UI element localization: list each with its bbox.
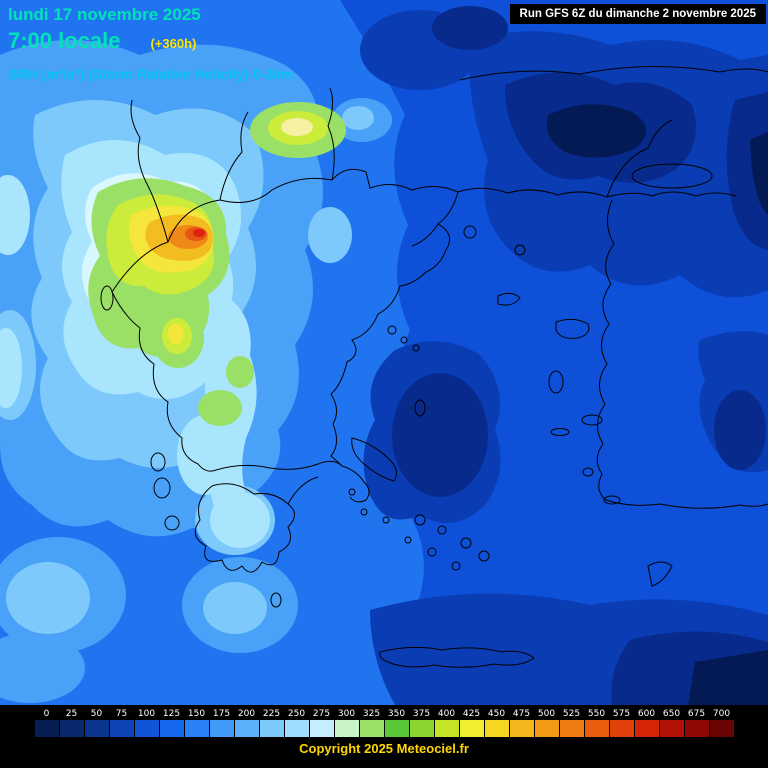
legend-cell: 250	[284, 709, 309, 737]
legend-color-swatch	[209, 720, 234, 737]
legend-footer: 0 25 50 75 100 125 150 175 200 225 250 275 300 325 350…	[0, 705, 768, 768]
legend-value: 600	[637, 709, 656, 719]
legend-cell: 425	[459, 709, 484, 737]
legend-value: 650	[662, 709, 681, 719]
legend-cell: 100	[134, 709, 159, 737]
legend-cell: 225	[259, 709, 284, 737]
legend-color-swatch	[659, 720, 684, 737]
legend-color-swatch	[184, 720, 209, 737]
legend-color-swatch	[634, 720, 659, 737]
legend-color-swatch	[509, 720, 534, 737]
legend-cell: 350	[384, 709, 409, 737]
legend-cell: 575	[609, 709, 634, 737]
legend-color-swatch	[284, 720, 309, 737]
legend-cell: 650	[659, 709, 684, 737]
legend-value: 25	[65, 709, 78, 719]
legend-value: 475	[512, 709, 531, 719]
legend-color-swatch	[709, 720, 734, 737]
legend-value: 325	[362, 709, 381, 719]
legend-color-swatch	[84, 720, 109, 737]
legend-color-swatch	[459, 720, 484, 737]
legend-value: 500	[537, 709, 556, 719]
legend-cell: 275	[309, 709, 334, 737]
legend-color-swatch	[534, 720, 559, 737]
legend-color-swatch	[609, 720, 634, 737]
legend-value: 275	[312, 709, 331, 719]
legend-cell: 125	[159, 709, 184, 737]
legend-value: 225	[262, 709, 281, 719]
legend-scale: 0 25 50 75 100 125 150 175 200 225 250 275 300 325 350…	[0, 705, 768, 737]
legend-value: 350	[387, 709, 406, 719]
legend-value: 75	[115, 709, 128, 719]
legend-value: 700	[712, 709, 731, 719]
legend-value: 50	[90, 709, 103, 719]
legend-value: 125	[162, 709, 181, 719]
legend-cell: 50	[84, 709, 109, 737]
map-area: lundi 17 novembre 2025 7:00 locale (+360…	[0, 0, 768, 705]
run-info-text: Run GFS 6Z du dimanche 2 novembre 2025	[519, 8, 756, 20]
legend-value: 575	[612, 709, 631, 719]
legend-value: 400	[437, 709, 456, 719]
legend-value: 675	[687, 709, 706, 719]
legend-color-swatch	[434, 720, 459, 737]
legend-color-swatch	[234, 720, 259, 737]
weather-map	[0, 0, 768, 705]
legend-color-swatch	[134, 720, 159, 737]
legend-value: 175	[212, 709, 231, 719]
legend-cell: 400	[434, 709, 459, 737]
forecast-time: 7:00 locale	[8, 28, 121, 53]
legend-cell: 75	[109, 709, 134, 737]
legend-cell: 0	[34, 709, 59, 737]
legend-color-swatch	[484, 720, 509, 737]
legend-cell: 375	[409, 709, 434, 737]
legend-color-swatch	[259, 720, 284, 737]
legend-color-swatch	[359, 720, 384, 737]
legend-cell: 700	[709, 709, 734, 737]
legend-color-swatch	[309, 720, 334, 737]
legend-color-swatch	[109, 720, 134, 737]
legend-cell: 675	[684, 709, 709, 737]
legend-cell: 300	[334, 709, 359, 737]
srh-fill-contours	[0, 0, 768, 705]
legend-value: 375	[412, 709, 431, 719]
legend-value: 200	[237, 709, 256, 719]
legend-color-swatch	[34, 720, 59, 737]
legend-value: 550	[587, 709, 606, 719]
forecast-date: lundi 17 novembre 2025	[8, 5, 201, 24]
parameter-label: SRH (m²/s²) (Storm Relative Helicity) 0-…	[8, 66, 294, 82]
legend-cell: 175	[209, 709, 234, 737]
run-info-box: Run GFS 6Z du dimanche 2 novembre 2025	[509, 4, 766, 24]
legend-value: 450	[487, 709, 506, 719]
legend-value: 300	[337, 709, 356, 719]
legend-cell: 25	[59, 709, 84, 737]
legend-color-swatch	[59, 720, 84, 737]
forecast-offset: (+360h)	[150, 36, 197, 51]
legend-cell: 450	[484, 709, 509, 737]
legend-value: 150	[187, 709, 206, 719]
legend-cell: 600	[634, 709, 659, 737]
legend-color-swatch	[159, 720, 184, 737]
legend-color-swatch	[334, 720, 359, 737]
legend-cell: 150	[184, 709, 209, 737]
legend-color-swatch	[559, 720, 584, 737]
legend-color-swatch	[584, 720, 609, 737]
legend-cell: 500	[534, 709, 559, 737]
copyright-text: Copyright 2025 Meteociel.fr	[299, 741, 469, 756]
legend-value: 425	[462, 709, 481, 719]
legend-value: 525	[562, 709, 581, 719]
legend-cell: 200	[234, 709, 259, 737]
legend-color-swatch	[409, 720, 434, 737]
coastlines	[100, 66, 768, 668]
legend-cell: 475	[509, 709, 534, 737]
legend-color-swatch	[384, 720, 409, 737]
legend-cell: 525	[559, 709, 584, 737]
legend-cell: 325	[359, 709, 384, 737]
legend-value: 250	[287, 709, 306, 719]
legend-value: 0	[43, 709, 50, 719]
legend-cell: 550	[584, 709, 609, 737]
legend-color-swatch	[684, 720, 709, 737]
forecast-time-row: 7:00 locale (+360h)	[8, 28, 196, 54]
legend-value: 100	[137, 709, 156, 719]
